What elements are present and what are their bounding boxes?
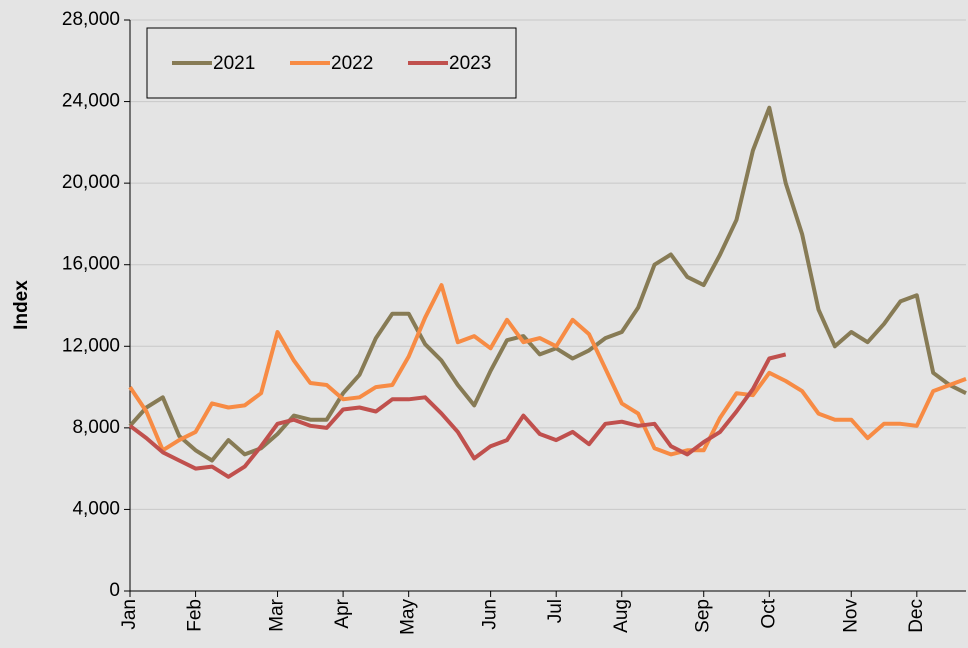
y-axis-label: Index [11,280,32,330]
y-tick-label: 4,000 [72,498,120,519]
y-tick-label: 12,000 [62,335,120,356]
x-tick-label: Mar [267,598,288,631]
y-tick-label: 24,000 [62,91,120,112]
legend-label: 2023 [449,53,491,74]
x-tick-label: Aug [611,599,632,633]
x-tick-label: Apr [332,598,353,628]
legend-label: 2021 [213,53,255,74]
x-tick-label: Feb [185,599,206,632]
x-tick-label: Dec [906,599,927,633]
legend-box [146,27,517,99]
x-tick-label: Jul [545,599,566,623]
x-tick-label: May [398,599,419,635]
y-tick-label: 16,000 [62,254,120,275]
series-line [128,352,787,479]
y-tick-label: 20,000 [62,172,120,193]
x-tick-label: Oct [758,598,779,628]
series-line [128,105,967,463]
x-tick-label: Jun [480,599,501,630]
series-line [128,283,967,457]
legend-label: 2022 [331,53,373,74]
y-tick-label: 0 [109,580,120,601]
x-tick-label: Sep [693,599,714,633]
x-tick-label: Jan [119,599,140,630]
x-tick-label: Nov [840,599,861,633]
y-tick-label: 8,000 [72,417,120,438]
y-tick-label: 28,000 [62,9,120,30]
